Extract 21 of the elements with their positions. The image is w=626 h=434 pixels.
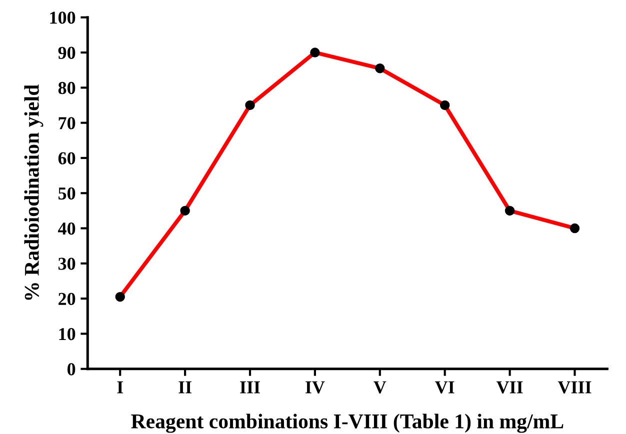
y-tick-label: 90	[58, 46, 76, 59]
y-tick-label: 40	[58, 222, 76, 235]
x-axis-title: Reagent combinations I-VIII (Table 1) in mg/mL	[131, 414, 564, 433]
y-tick-label: 70	[58, 117, 76, 130]
y-tick-label: 50	[58, 187, 76, 200]
x-tick-label: VIII	[558, 381, 592, 394]
y-tick-label: 100	[50, 12, 76, 24]
y-tick-label: 0	[67, 363, 76, 376]
x-tick-label: I	[117, 381, 124, 394]
y-tick-label: 80	[58, 82, 76, 94]
y-tick-label: 10	[59, 328, 76, 340]
y-tick-label: 60	[58, 152, 76, 164]
x-tick-label: VII	[496, 381, 523, 394]
y-tick-label: 30	[58, 258, 76, 270]
y-tick-label: 20	[58, 292, 76, 306]
x-tick-label: V	[374, 381, 386, 394]
x-tick-label: II	[178, 381, 192, 394]
y-axis-title: % Radioiodination yield	[24, 84, 44, 300]
x-tick-label: VI	[435, 381, 454, 394]
x-tick-label: IV	[306, 381, 325, 394]
x-tick-label: III	[240, 381, 260, 394]
